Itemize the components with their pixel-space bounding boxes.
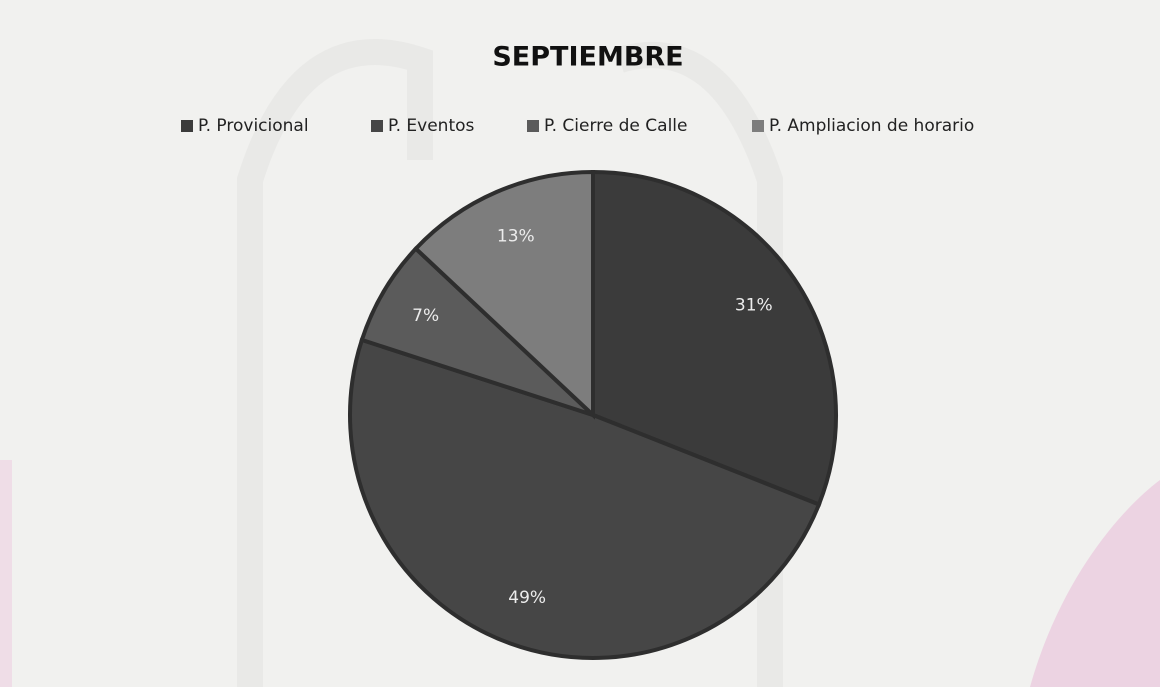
watermark-shape (0, 460, 12, 687)
pie-slice (591, 169, 838, 508)
pie-slice (413, 169, 595, 420)
legend-swatch (752, 120, 764, 132)
data-label: 7% (412, 306, 439, 326)
data-label: 13% (497, 227, 535, 247)
chart-title: SEPTIEMBRE (492, 42, 683, 73)
watermark (0, 39, 1160, 687)
pie-slice (359, 245, 595, 417)
watermark-shape (1030, 480, 1160, 687)
data-label: 49% (508, 588, 546, 608)
watermark-shape (237, 39, 433, 687)
legend-swatch (527, 120, 539, 132)
legend-label: P. Cierre de Calle (544, 116, 687, 136)
legend-label: P. Eventos (388, 116, 475, 136)
legend-label: P. Ampliacion de horario (769, 116, 974, 136)
legend-swatch (181, 120, 193, 132)
data-label: 31% (735, 296, 773, 316)
pie-slice (348, 337, 822, 660)
legend-swatch (371, 120, 383, 132)
legend-label: P. Provicional (198, 116, 309, 136)
watermark-shape (616, 42, 783, 687)
